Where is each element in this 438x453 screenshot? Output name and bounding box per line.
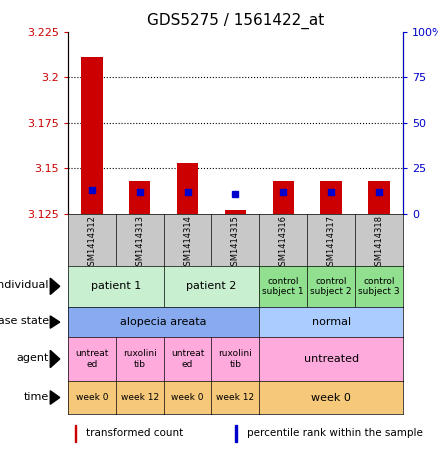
Text: control
subject 1: control subject 1 xyxy=(262,277,304,296)
Text: GSM1414318: GSM1414318 xyxy=(374,215,384,271)
Bar xyxy=(129,181,151,214)
Text: patient 1: patient 1 xyxy=(91,281,141,291)
Polygon shape xyxy=(50,351,60,368)
Text: disease state: disease state xyxy=(0,317,49,327)
Text: ruxolini
tib: ruxolini tib xyxy=(123,349,156,369)
Text: week 0: week 0 xyxy=(171,393,204,402)
Bar xyxy=(74,425,76,442)
Text: week 12: week 12 xyxy=(120,393,159,402)
Polygon shape xyxy=(50,316,60,328)
Text: untreat
ed: untreat ed xyxy=(171,349,204,369)
Text: week 0: week 0 xyxy=(311,392,351,403)
Text: GSM1414312: GSM1414312 xyxy=(87,215,96,271)
Bar xyxy=(320,181,342,214)
Text: control
subject 2: control subject 2 xyxy=(311,277,352,296)
Text: percentile rank within the sample: percentile rank within the sample xyxy=(247,428,423,438)
Text: GSM1414313: GSM1414313 xyxy=(135,215,144,271)
Text: transformed count: transformed count xyxy=(86,428,184,438)
Text: ruxolini
tib: ruxolini tib xyxy=(219,349,252,369)
Polygon shape xyxy=(50,278,60,294)
Text: week 0: week 0 xyxy=(76,393,108,402)
Polygon shape xyxy=(50,390,60,404)
Text: week 12: week 12 xyxy=(216,393,254,402)
Bar xyxy=(225,210,246,214)
Bar xyxy=(236,425,237,442)
Title: GDS5275 / 1561422_at: GDS5275 / 1561422_at xyxy=(147,13,324,29)
Bar xyxy=(177,163,198,214)
Text: GSM1414317: GSM1414317 xyxy=(327,215,336,271)
Text: control
subject 3: control subject 3 xyxy=(358,277,400,296)
Text: GSM1414314: GSM1414314 xyxy=(183,215,192,271)
Text: GSM1414316: GSM1414316 xyxy=(279,215,288,271)
Bar xyxy=(368,181,390,214)
Text: time: time xyxy=(24,392,49,402)
Text: GSM1414315: GSM1414315 xyxy=(231,215,240,271)
Text: normal: normal xyxy=(311,317,351,327)
Text: individual: individual xyxy=(0,280,49,290)
Text: alopecia areata: alopecia areata xyxy=(120,317,207,327)
Bar xyxy=(272,181,294,214)
Text: untreat
ed: untreat ed xyxy=(75,349,109,369)
Bar xyxy=(81,57,102,214)
Text: patient 2: patient 2 xyxy=(186,281,237,291)
Text: agent: agent xyxy=(17,353,49,363)
Text: untreated: untreated xyxy=(304,354,359,364)
